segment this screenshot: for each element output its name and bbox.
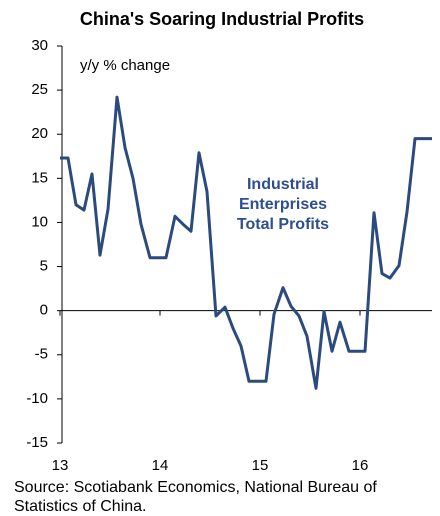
- y-tick-label: -10: [26, 390, 48, 407]
- annotation: Enterprises: [239, 196, 327, 213]
- y-tick-label: 20: [31, 125, 48, 142]
- data-line: [60, 95, 432, 390]
- y-tick-label: 10: [31, 213, 48, 230]
- y-tick-label: 30: [31, 37, 48, 54]
- y-tick-label: 5: [40, 258, 48, 275]
- annotation: Total Profits: [237, 216, 329, 233]
- y-tick-label: 15: [31, 169, 48, 186]
- source-note: Source: Scotiabank Economics, National B…: [14, 479, 377, 515]
- y-tick-label: 25: [31, 81, 48, 98]
- y-tick-label: 0: [40, 302, 48, 319]
- axis-label: y/y % change: [80, 57, 170, 74]
- y-tick-label: -15: [26, 434, 48, 451]
- chart: China's Soaring Industrial Profits y/y %…: [26, 9, 432, 474]
- x-tick-label: 14: [152, 457, 169, 474]
- chart-title: China's Soaring Industrial Profits: [80, 9, 364, 29]
- y-tick-label: -5: [35, 346, 48, 363]
- x-tick-label: 15: [252, 457, 269, 474]
- x-tick-label: 13: [52, 457, 69, 474]
- x-tick-label: 16: [352, 457, 369, 474]
- annotation: Industrial: [247, 176, 319, 193]
